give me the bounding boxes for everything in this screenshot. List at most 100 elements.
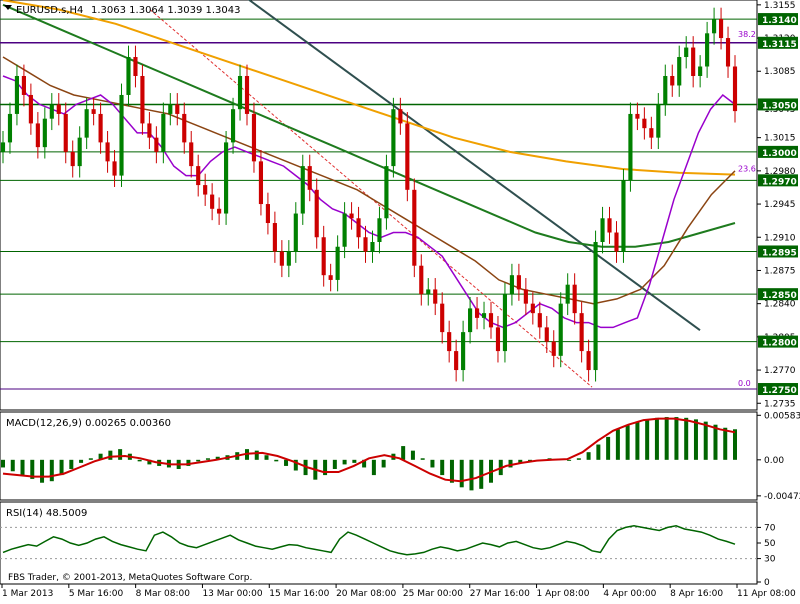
price-tick-label: 1.2910: [764, 233, 796, 243]
candle-body: [649, 128, 654, 138]
ma-orange-line: [2, 0, 736, 176]
macd-histogram-bar: [528, 459, 533, 462]
candle-body: [544, 327, 549, 342]
macd-histogram-bar: [420, 458, 425, 460]
level-badge: [758, 145, 798, 158]
candle-body: [21, 75, 26, 95]
macd-histogram-bar: [381, 459, 386, 468]
candle-body: [732, 66, 738, 112]
candle-body: [370, 241, 375, 252]
candle-body: [63, 113, 68, 152]
macd-histogram-bar: [615, 429, 620, 460]
rsi-panel[interactable]: 70 50 30 0 RSI(14) 48.5009 FBS Trader, © 20…: [0, 501, 776, 588]
price-plot: 38.2 23.6 0.0: [0, 0, 757, 390]
ohlc-values: 1.3063 1.3064 1.3039 1.3043: [91, 5, 241, 16]
level-badge-label: 1.3140: [762, 16, 797, 26]
macd-plot: [1, 417, 737, 491]
macd-histogram-bar: [147, 459, 152, 465]
candle-body: [154, 137, 159, 152]
candle-body: [349, 213, 354, 219]
rsi-title: RSI(14) 48.5009: [6, 508, 87, 519]
candle-body: [300, 166, 305, 214]
candle-body: [84, 109, 89, 138]
candle-body: [663, 75, 668, 105]
level-badge: [758, 335, 798, 348]
macd-histogram-bar: [264, 455, 269, 460]
price-tick-label: 1.3015: [764, 134, 796, 144]
level-badge-label: 1.3115: [762, 40, 797, 50]
candle-body: [600, 218, 605, 242]
macd-histogram-bar: [137, 459, 142, 462]
candle-body: [335, 246, 340, 280]
candle-body: [454, 351, 459, 371]
macd-histogram-bar: [1, 459, 5, 468]
macd-histogram-bar: [606, 436, 611, 460]
trend-line: [247, 0, 701, 332]
macd-panel[interactable]: 0.00583 0.00 -0.00472 MACD(12,26,9) 0.0026…: [0, 411, 800, 502]
macd-histogram-bar: [479, 459, 484, 489]
macd-histogram-bar: [205, 458, 210, 460]
price-tick-label: 1.3085: [764, 67, 796, 77]
candle-body: [189, 142, 194, 167]
candle-body: [321, 237, 326, 276]
candle-body: [217, 208, 222, 214]
candle-body: [342, 213, 347, 247]
macd-histogram-bar: [69, 459, 74, 469]
candle-body: [537, 313, 542, 328]
candle-body: [279, 251, 284, 266]
macd-histogram-bar: [664, 417, 669, 460]
candle-body: [712, 19, 717, 34]
candle-body: [126, 57, 131, 95]
candle-body: [203, 185, 208, 195]
time-tick-label: 27 Mar 16:00: [470, 589, 530, 599]
time-tick-label: 25 Mar 00:00: [403, 589, 463, 599]
macd-histogram-bar: [430, 459, 435, 468]
candle-body: [356, 218, 361, 238]
level-badge-label: 1.3000: [762, 149, 797, 159]
macd-histogram-bar: [723, 427, 728, 460]
copyright-text: FBS Trader, © 2001-2013, MetaQuotes Soft…: [8, 573, 252, 583]
time-tick-label: 5 Mar 16:00: [69, 589, 124, 599]
level-badge: [758, 174, 798, 187]
macd-title: MACD(12,26,9) 0.00265 0.00360: [6, 418, 171, 429]
rsi-tick-label: 50: [764, 539, 776, 549]
level-badge-label: 1.2895: [762, 248, 797, 258]
ma-brown-line: [2, 56, 736, 305]
price-panel[interactable]: 38.223.60.0 1.31551.31201.30851.30451.30…: [0, 0, 798, 411]
rsi-tick-label: 30: [764, 555, 776, 565]
time-tick-label: 8 Mar 08:00: [136, 589, 191, 599]
candle-body: [286, 251, 291, 266]
rsi-plot: [0, 525, 757, 560]
candle-body: [642, 118, 647, 129]
ma-green-line: [2, 3, 736, 248]
symbol-label: EURUSD.s,H4: [16, 5, 83, 16]
rsi-axis: 70 50 30 0: [757, 523, 776, 588]
candle-body: [251, 113, 257, 162]
candle-body: [182, 113, 187, 143]
candle-body: [35, 123, 40, 148]
macd-histogram-bar: [196, 459, 201, 462]
candle-body: [237, 75, 243, 110]
candle-body: [614, 232, 619, 252]
macd-histogram-bar: [674, 417, 679, 460]
candle-body: [474, 308, 480, 318]
candle-body: [677, 57, 682, 86]
candle-body: [244, 75, 250, 114]
macd-histogram-bar: [274, 459, 279, 462]
price-tick-label: 1.2945: [764, 200, 796, 210]
candle-body: [461, 332, 466, 371]
candle-body: [495, 327, 501, 352]
macd-histogram-bar: [508, 459, 513, 468]
candle-body: [98, 113, 103, 143]
candle-body: [105, 142, 110, 162]
macd-histogram-bar: [323, 459, 328, 476]
candle-body: [230, 109, 236, 143]
candle-body: [558, 303, 563, 356]
candle-body: [586, 351, 591, 371]
macd-histogram-bar: [449, 459, 454, 483]
price-tick-label: 1.2875: [764, 266, 796, 276]
time-tick-label: 20 Mar 08:00: [336, 589, 396, 599]
macd-panel-frame: [0, 411, 758, 501]
